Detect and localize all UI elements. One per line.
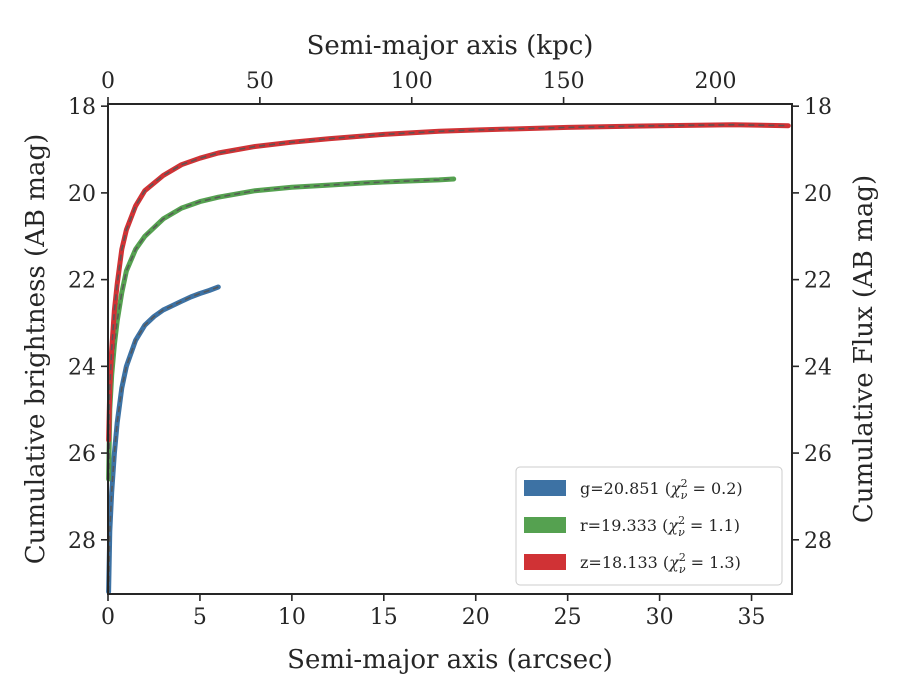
model-line-r — [107, 178, 454, 480]
model-line-g — [107, 286, 219, 592]
top-x-tick-label: 0 — [101, 69, 115, 94]
legend-swatch-z — [524, 554, 566, 570]
legend-name-z: z=18.133 — [580, 553, 658, 572]
legend-chi-g: χ — [670, 479, 682, 498]
legend-chi-sub-r: ν — [678, 526, 685, 539]
x-tick-label: 30 — [646, 605, 674, 630]
plot-frame — [107, 103, 793, 595]
x-tick-label: 5 — [193, 605, 207, 630]
right-y-tick-label: 20 — [804, 182, 832, 207]
bottom-x-axis: 0 5 10 15 20 25 30 35 — [101, 594, 766, 630]
left-y-axis: 18 20 22 24 26 28 — [68, 95, 108, 554]
right-y-tick-label: 22 — [804, 269, 832, 294]
right-y-tick-label: 28 — [804, 529, 832, 554]
y-axis-title: Cumulative brightness (AB mag) — [21, 134, 51, 565]
x-tick-label: 25 — [554, 605, 582, 630]
y-tick-label: 28 — [68, 529, 96, 554]
legend-chi-value-z: = 1.3) — [686, 553, 741, 572]
top-x-tick-label: 150 — [543, 69, 585, 94]
legend-chi-sub-g: ν — [681, 489, 688, 502]
top-x-tick-label: 200 — [694, 69, 736, 94]
legend-entry-z: z=18.133 (χ2 ν = 1.3) — [580, 551, 741, 576]
legend-entry-g: g=20.851 (χ2 ν = 0.2) — [580, 477, 743, 502]
top-x-axis: 0 50 100 150 200 — [101, 69, 736, 104]
x-tick-label: 10 — [278, 605, 306, 630]
legend-chi-sup-g: 2 — [681, 477, 688, 490]
y-tick-label: 20 — [68, 182, 96, 207]
right-y-tick-label: 26 — [804, 442, 832, 467]
legend-name-g: g=20.851 — [580, 479, 660, 498]
y-tick-label: 18 — [68, 95, 96, 120]
legend-swatch-g — [524, 480, 566, 496]
top-x-tick-label: 50 — [246, 69, 274, 94]
right-y-axis: 18 20 22 24 26 28 — [792, 95, 832, 554]
right-y-tick-label: 24 — [804, 355, 832, 380]
top-x-axis-title: Semi-major axis (kpc) — [307, 31, 594, 61]
top-x-tick-label: 100 — [391, 69, 433, 94]
x-tick-label: 20 — [462, 605, 490, 630]
legend-swatch-r — [524, 517, 566, 533]
legend-chi-sub-z: ν — [679, 563, 686, 576]
y-tick-label: 26 — [68, 442, 96, 467]
legend-chi-value-r: = 1.1) — [685, 516, 740, 535]
legend-entry-r: r=19.333 (χ2 ν = 1.1) — [580, 514, 740, 539]
series-layer — [106, 122, 791, 595]
y-tick-label: 22 — [68, 269, 96, 294]
series-line-z — [106, 122, 791, 443]
legend-box — [515, 466, 783, 586]
x-tick-label: 0 — [101, 605, 115, 630]
right-y-axis-title: Cumulative Flux (AB mag) — [849, 175, 879, 523]
right-y-tick-label: 18 — [804, 95, 832, 120]
x-tick-label: 35 — [738, 605, 766, 630]
legend: g=20.851 (χ2 ν = 0.2) r=19.333 (χ2 ν = 1.1… — [515, 466, 783, 586]
x-axis-title: Semi-major axis (arcsec) — [287, 645, 613, 675]
legend-chi-sup-r: 2 — [678, 514, 685, 527]
legend-chi-z: χ — [668, 553, 680, 572]
legend-chi-value-g: = 0.2) — [687, 479, 742, 498]
legend-name-r: r=19.333 — [580, 516, 657, 535]
x-tick-label: 15 — [370, 605, 398, 630]
y-tick-label: 24 — [68, 355, 96, 380]
legend-chi-r: χ — [667, 516, 679, 535]
legend-chi-sup-z: 2 — [679, 551, 686, 564]
